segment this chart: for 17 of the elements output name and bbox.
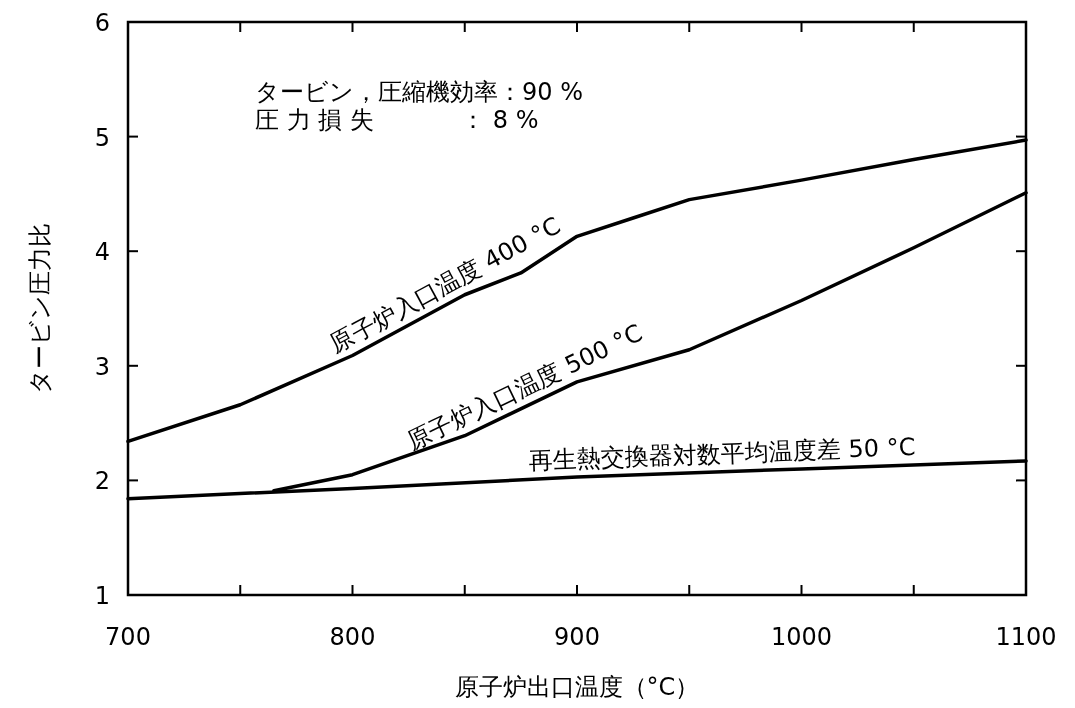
- y-tick-label: 5: [94, 123, 110, 152]
- y-tick-label: 1: [94, 582, 110, 610]
- series-label: 再生熱交換器対数平均温度差 50 °C: [528, 432, 916, 475]
- annotation: タービン，圧縮機効率：90 %: [255, 78, 583, 106]
- y-tick-label: 6: [94, 9, 110, 37]
- x-tick-label: 1100: [995, 623, 1057, 651]
- x-tick-label: 700: [105, 623, 151, 651]
- x-tick-label: 1000: [770, 623, 833, 651]
- text: 原子炉入口温度 400 °C: [324, 211, 565, 359]
- x-tick-label: 900: [554, 623, 600, 651]
- y-tick-label: 3: [94, 352, 110, 381]
- y-tick-label: 2: [94, 467, 110, 496]
- y-axis-title: タービン圧力比: [26, 223, 54, 394]
- y-tick-label: 4: [94, 238, 110, 267]
- annotation: 圧 力 損 失 ： 8 %: [255, 106, 539, 134]
- x-axis-title: 原子炉出口温度（°C）: [454, 673, 700, 701]
- x-tick-label: 800: [329, 623, 376, 651]
